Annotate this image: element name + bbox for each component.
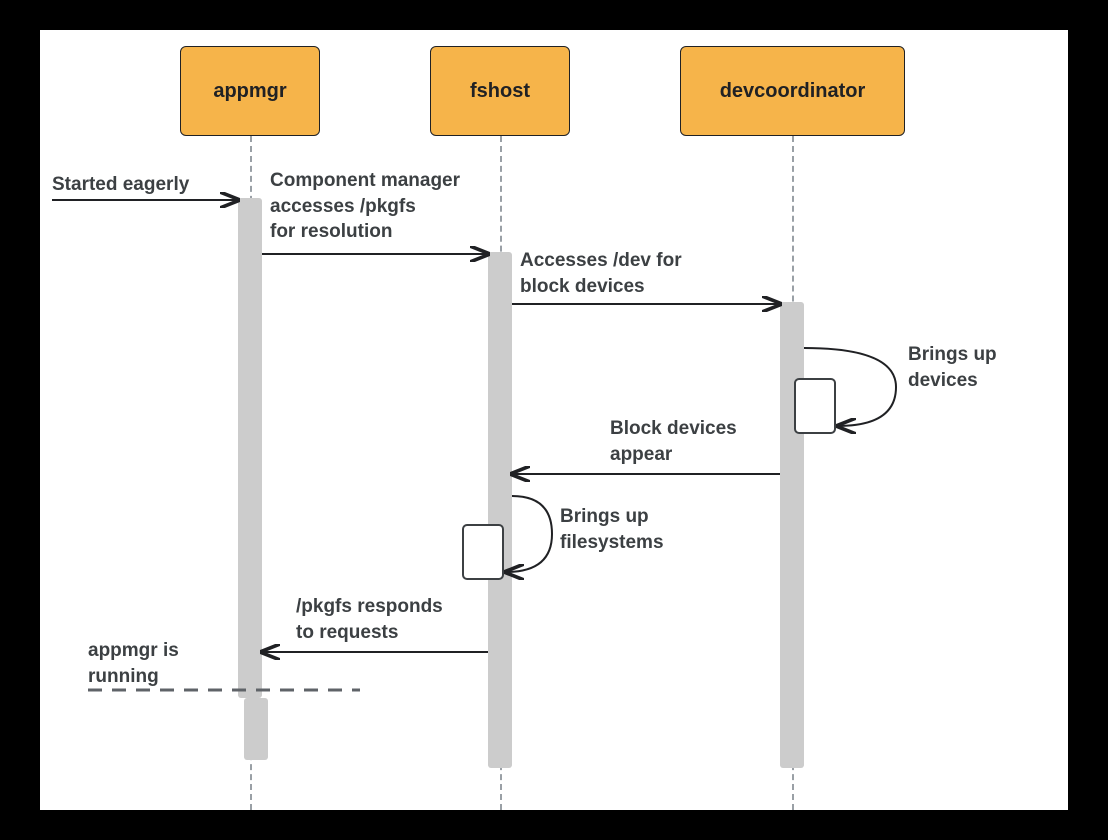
sequence-diagram: appmgr fshost devcoordinator Started eag… [40, 30, 1068, 810]
label-accesses-dev: Accesses /dev for block devices [520, 248, 682, 299]
label-started-eagerly: Started eagerly [52, 172, 189, 198]
activation-appmgr-1 [238, 198, 262, 698]
participant-label: devcoordinator [720, 80, 866, 103]
participant-label: appmgr [213, 80, 286, 103]
label-block-devices-appear: Block devices appear [610, 416, 737, 467]
label-appmgr-running: appmgr is running [88, 638, 179, 689]
label-brings-up-devices: Brings up devices [908, 342, 997, 393]
participant-devcoordinator: devcoordinator [680, 46, 905, 136]
participant-label: fshost [470, 80, 530, 103]
participant-appmgr: appmgr [180, 46, 320, 136]
self-box-devcoordinator [794, 378, 836, 434]
label-accesses-pkgfs: Component manager accesses /pkgfs for re… [270, 168, 460, 245]
label-pkgfs-responds: /pkgfs responds to requests [296, 594, 443, 645]
self-box-fshost [462, 524, 504, 580]
label-brings-up-fs: Brings up filesystems [560, 504, 664, 555]
activation-appmgr-2 [244, 698, 268, 760]
arrows-overlay [40, 30, 1068, 810]
activation-fshost [488, 252, 512, 768]
participant-fshost: fshost [430, 46, 570, 136]
activation-devcoordinator [780, 302, 804, 768]
